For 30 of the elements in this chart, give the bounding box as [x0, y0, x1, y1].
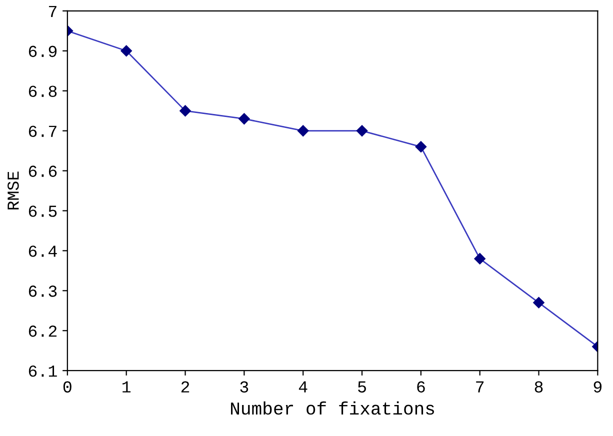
x-tick-label: 2	[181, 381, 190, 392]
point	[297, 125, 309, 136]
y-tick-label: 6.2	[28, 326, 57, 337]
point	[180, 105, 191, 116]
point	[533, 297, 544, 308]
x-axis-title: Number of fixations	[231, 401, 434, 415]
x-tick-label: 8	[534, 381, 543, 393]
x-tick-label: 1	[122, 381, 131, 392]
y-tick-label: 6.8	[28, 86, 57, 98]
point	[356, 125, 368, 136]
x-tick-label: 0	[63, 381, 72, 393]
y-tick-label: 6.4	[28, 246, 57, 257]
point	[415, 141, 427, 152]
point	[238, 113, 250, 124]
y-axis-title: RMSE	[8, 172, 19, 210]
point	[120, 45, 132, 56]
x-tick-label: 3	[240, 381, 248, 393]
y-tick-label: 6.5	[28, 206, 57, 217]
y-tick-label: 6.9	[28, 46, 57, 58]
y-tick-label: 6.1	[28, 365, 57, 377]
y-tick-label: 7	[48, 6, 56, 17]
x-tick-label: 7	[476, 381, 484, 392]
x-tick-label: 9	[594, 381, 602, 393]
x-tick-label: 6	[417, 381, 425, 393]
x-tick-label: 4	[298, 381, 308, 392]
y-tick-label: 6.3	[28, 286, 57, 297]
x-tick-label: 5	[358, 381, 366, 393]
y-tick-label: 6.6	[28, 166, 57, 177]
y-tick-label: 6.7	[28, 126, 56, 138]
point	[474, 253, 486, 264]
